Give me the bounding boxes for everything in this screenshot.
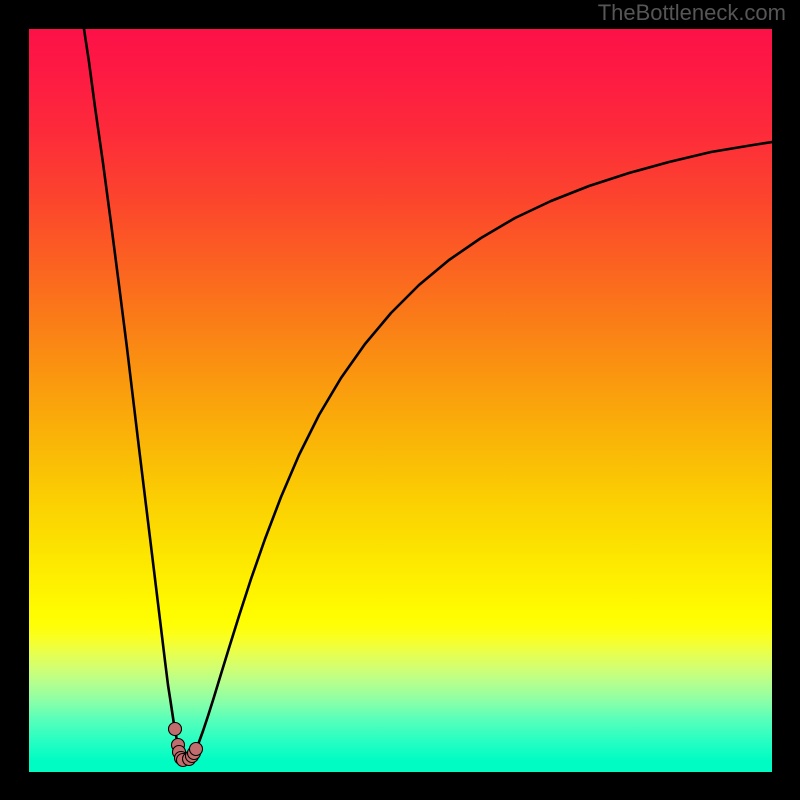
curve-marker (169, 723, 182, 736)
curve-marker (190, 743, 203, 756)
plot-area (29, 29, 772, 772)
curve-overlay (29, 29, 772, 772)
watermark-label: TheBottleneck.com (598, 0, 786, 26)
bottleneck-curve (84, 29, 772, 760)
chart-stage: { "watermark": { "text": "TheBottleneck.… (0, 0, 800, 800)
